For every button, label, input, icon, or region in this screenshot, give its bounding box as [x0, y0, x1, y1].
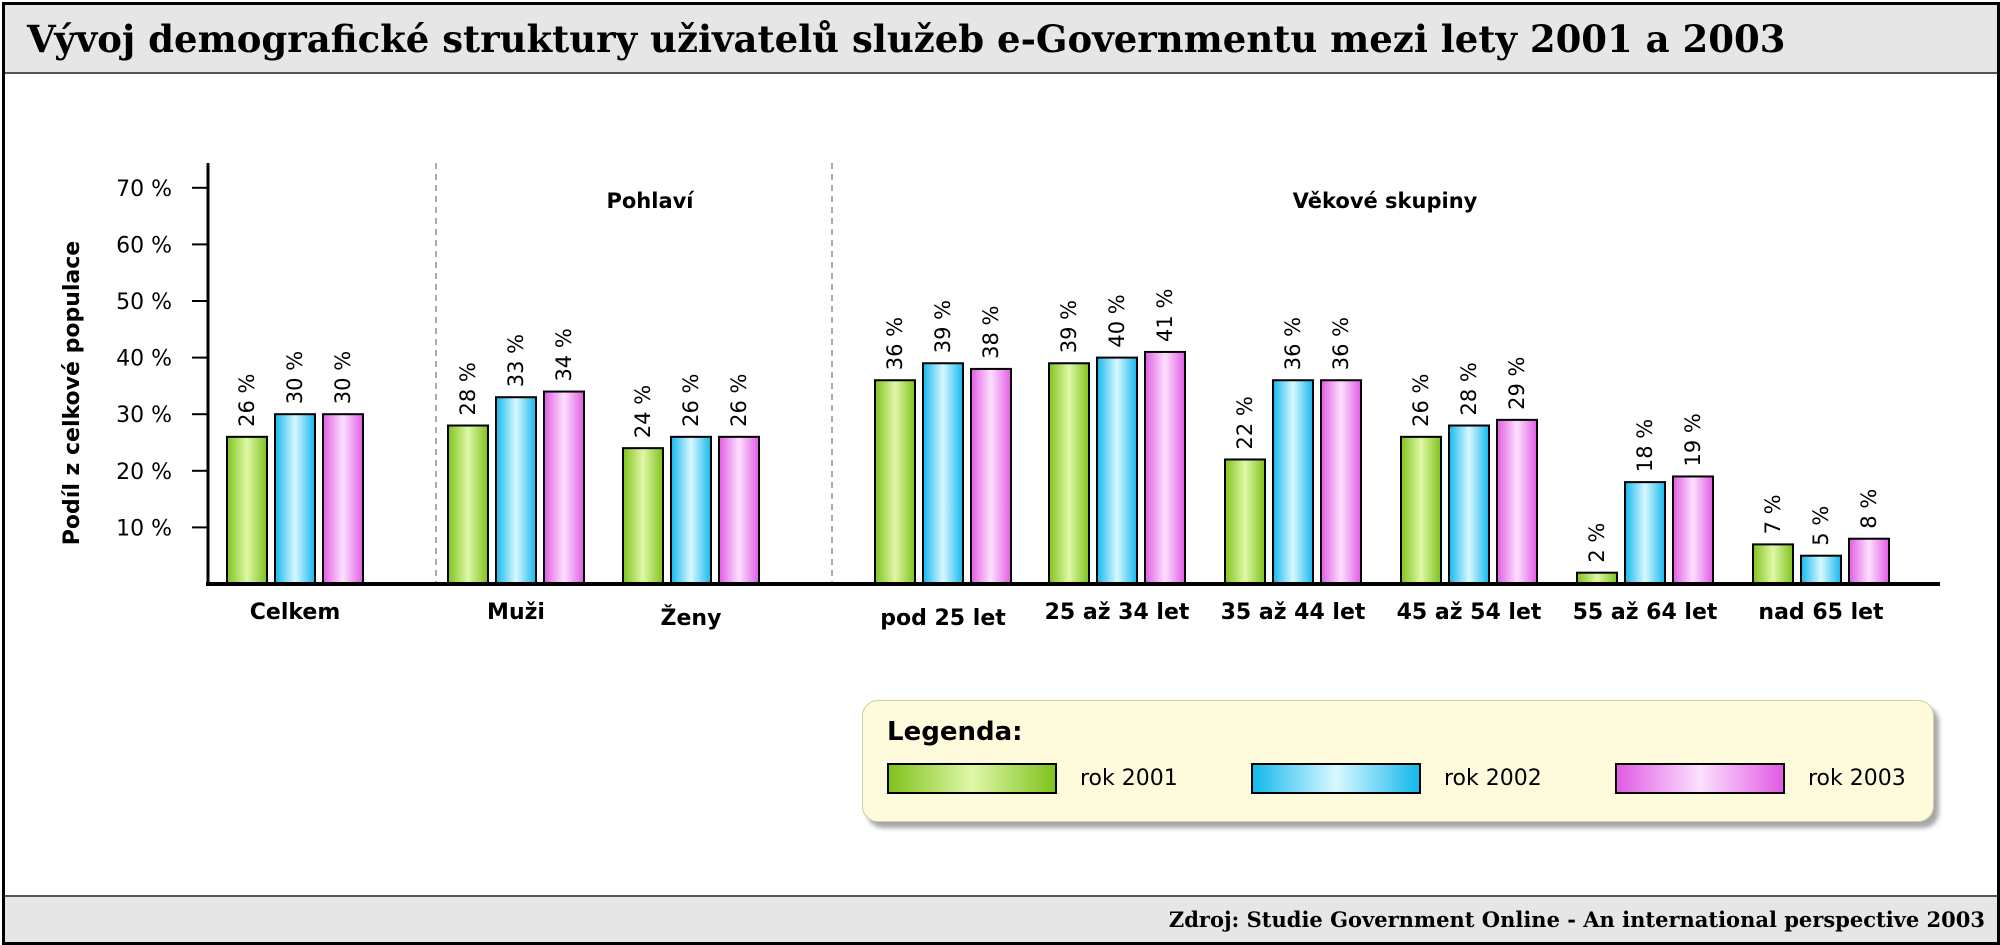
- bar: [622, 447, 664, 585]
- legend-label-2003: rok 2003: [1808, 766, 1906, 791]
- group-label-vekove-skupiny: Věkové skupiny: [1293, 189, 1478, 213]
- bar: [495, 396, 537, 585]
- value-label: 19 %: [1681, 413, 1705, 466]
- y-tick-label: 70 %: [116, 177, 172, 202]
- value-label: 30 %: [283, 351, 307, 404]
- y-tick-label: 50 %: [116, 290, 172, 315]
- legend-swatch-2003: [1615, 763, 1785, 794]
- category-label: pod 25 let: [880, 606, 1006, 631]
- bar: [1272, 379, 1314, 585]
- bar: [226, 435, 268, 585]
- bar: [718, 435, 760, 585]
- value-label: 41 %: [1153, 289, 1177, 342]
- value-label: 5 %: [1809, 506, 1833, 546]
- category-label: Celkem: [250, 600, 341, 625]
- bar: [1752, 543, 1794, 586]
- bar: [543, 390, 585, 585]
- bar: [1672, 475, 1714, 585]
- y-axis-title: Podíl z celkové populace: [60, 241, 85, 545]
- value-label: 30 %: [331, 351, 355, 404]
- value-label: 22 %: [1233, 396, 1257, 449]
- bar: [874, 379, 916, 585]
- value-label: 38 %: [979, 306, 1003, 359]
- chart-title: Vývoj demografické struktury uživatelů s…: [27, 17, 1786, 61]
- bar: [970, 367, 1012, 586]
- source-note: Zdroj: Studie Government Online - An int…: [1168, 907, 1985, 932]
- value-label: 8 %: [1857, 489, 1881, 529]
- bar: [1096, 356, 1138, 585]
- legend-swatch-2001: [887, 763, 1057, 794]
- value-label: 36 %: [883, 317, 907, 370]
- category-label: Muži: [487, 600, 545, 625]
- category-label: 25 až 34 let: [1045, 600, 1190, 625]
- bar: [1048, 362, 1090, 586]
- bar: [1320, 379, 1362, 585]
- category-label: 45 až 54 let: [1397, 600, 1542, 625]
- value-label: 29 %: [1505, 357, 1529, 410]
- y-tick-label: 30 %: [116, 403, 172, 428]
- value-label: 2 %: [1585, 523, 1609, 563]
- bar: [1848, 537, 1890, 585]
- value-label: 24 %: [631, 385, 655, 438]
- value-labels: 26 % 30 % 30 % 28 % 33 % 34 % 24 % 26 % 26 % 36 %…: [235, 289, 1881, 563]
- y-tick-label: 10 %: [116, 516, 172, 541]
- bar: [447, 424, 489, 585]
- bar: [1144, 350, 1186, 585]
- value-label: 28 %: [456, 362, 480, 415]
- value-label: 26 %: [679, 373, 703, 426]
- bar: [322, 413, 364, 586]
- y-tick-label: 60 %: [116, 233, 172, 258]
- bar: [1800, 554, 1842, 586]
- bar: [1400, 435, 1442, 585]
- value-label: 33 %: [504, 334, 528, 387]
- title-bar: Vývoj demografické struktury uživatelů s…: [5, 5, 1997, 74]
- value-label: 39 %: [1057, 300, 1081, 353]
- value-label: 36 %: [1281, 317, 1305, 370]
- bar: [922, 362, 964, 586]
- value-label: 26 %: [727, 373, 751, 426]
- category-label: nad 65 let: [1758, 600, 1884, 625]
- legend-label-2001: rok 2001: [1080, 766, 1178, 791]
- legend-title: Legenda:: [887, 717, 1023, 747]
- category-labels: Celkem Muži Ženy pod 25 let 25 až 34 let 35 a…: [250, 600, 1884, 631]
- bar: [1224, 458, 1266, 586]
- bar: [670, 435, 712, 585]
- value-label: 26 %: [235, 373, 259, 426]
- value-label: 34 %: [552, 328, 576, 381]
- value-label: 39 %: [931, 300, 955, 353]
- legend: Legenda: rok 2001 rok 2002 rok 2003: [862, 700, 1934, 822]
- value-label: 36 %: [1329, 317, 1353, 370]
- bars: [226, 350, 1890, 586]
- category-label: 35 až 44 let: [1221, 600, 1366, 625]
- value-label: 28 %: [1457, 362, 1481, 415]
- value-label: 40 %: [1105, 294, 1129, 347]
- value-label: 26 %: [1409, 373, 1433, 426]
- footer-bar: Zdroj: Studie Government Online - An int…: [5, 895, 1997, 942]
- y-tick-label: 20 %: [116, 460, 172, 485]
- bar: [1448, 424, 1490, 585]
- legend-label-2002: rok 2002: [1444, 766, 1542, 791]
- group-label-pohlavi: Pohlaví: [606, 189, 695, 213]
- value-label: 7 %: [1761, 494, 1785, 534]
- bar: [1624, 481, 1666, 585]
- axes: [206, 163, 1940, 586]
- bar: [1496, 418, 1538, 585]
- group-separators: [435, 163, 833, 584]
- bar: [274, 413, 316, 586]
- y-ticks: 10 % 20 % 30 % 40 % 50 % 60 % 70 %: [116, 177, 208, 541]
- category-label: Ženy: [661, 605, 722, 631]
- category-label: 55 až 64 let: [1573, 600, 1718, 625]
- legend-swatch-2002: [1251, 763, 1421, 794]
- value-label: 18 %: [1633, 419, 1657, 472]
- y-tick-label: 40 %: [116, 347, 172, 372]
